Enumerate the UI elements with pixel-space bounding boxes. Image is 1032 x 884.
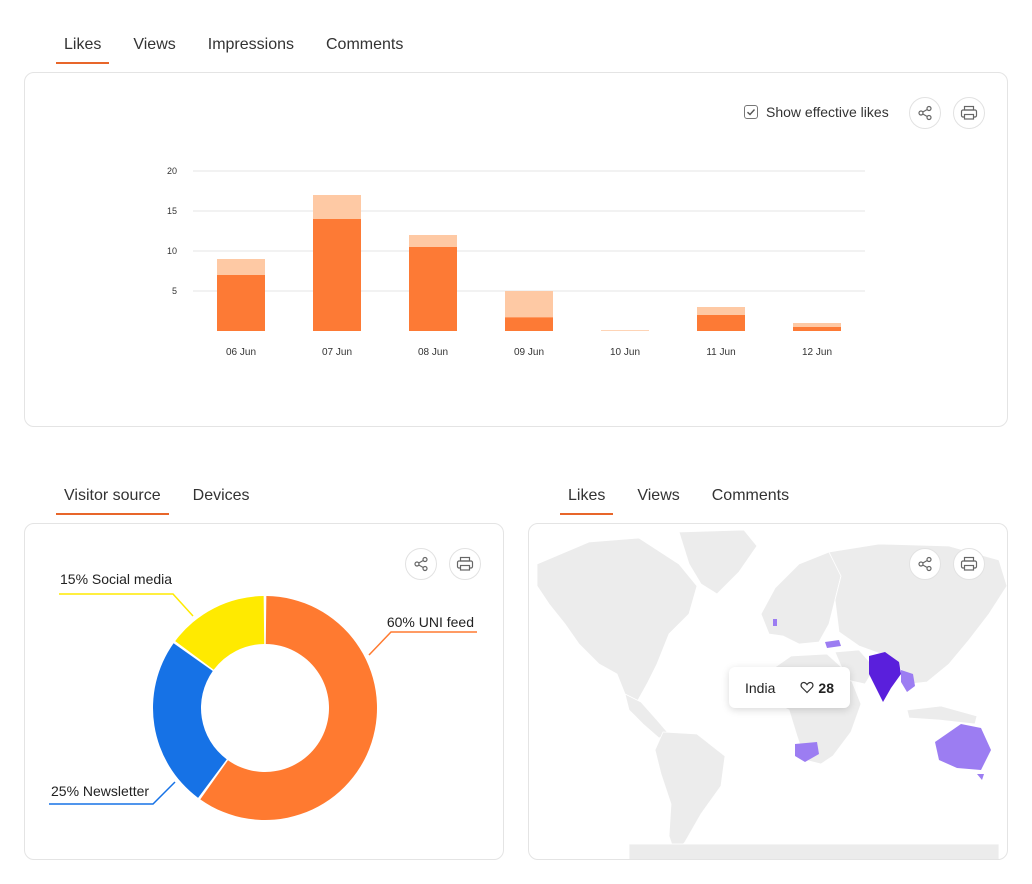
donut-slice-newsletter[interactable] bbox=[153, 643, 227, 798]
share-icon bbox=[414, 556, 428, 572]
y-tick-label: 15 bbox=[167, 206, 177, 216]
x-tick-label: 10 Jun bbox=[610, 347, 640, 358]
tab-map-likes[interactable]: Likes bbox=[560, 479, 614, 515]
map-south-africa[interactable] bbox=[795, 742, 819, 762]
donut-slice-social-media[interactable] bbox=[175, 596, 265, 670]
x-tick-label: 06 Jun bbox=[226, 347, 256, 358]
bar-effective[interactable] bbox=[313, 219, 361, 331]
likes-bar-chart: 5 10 15 20 06 Jun 07 Jun 08 Jun 09 Jun 10 Jun 11 … bbox=[167, 166, 865, 358]
x-tick-label: 12 Jun bbox=[802, 347, 832, 358]
visitor-tabs: Visitor source Devices bbox=[56, 479, 258, 515]
metric-tabs: Likes Views Impressions Comments bbox=[56, 28, 411, 64]
tooltip-country: India bbox=[745, 679, 776, 696]
likes-chart-card: Show effective likes 5 10 15 20 06 Jun 07 Jun… bbox=[24, 72, 1008, 427]
bar-effective[interactable] bbox=[505, 317, 553, 331]
share-button[interactable] bbox=[909, 97, 941, 129]
map-portugal[interactable] bbox=[773, 619, 777, 626]
map-australia[interactable] bbox=[935, 724, 991, 770]
map-south-america bbox=[654, 731, 726, 855]
donut-label-social: 15% Social media bbox=[60, 571, 172, 587]
tab-views[interactable]: Views bbox=[133, 36, 176, 53]
x-tick-label: 07 Jun bbox=[322, 347, 352, 358]
tab-map-views[interactable]: Views bbox=[637, 487, 680, 504]
bar-effective[interactable] bbox=[697, 315, 745, 331]
map-india[interactable] bbox=[869, 652, 901, 702]
y-tick-label: 10 bbox=[167, 246, 177, 256]
map-turkey[interactable] bbox=[825, 640, 841, 648]
share-icon bbox=[918, 556, 932, 572]
bar-effective[interactable] bbox=[409, 247, 457, 331]
share-icon bbox=[918, 105, 932, 121]
tooltip-likes-count: 28 bbox=[818, 679, 834, 696]
map-tasmania[interactable] bbox=[977, 774, 984, 780]
share-button[interactable] bbox=[909, 548, 941, 580]
map-north-america bbox=[536, 537, 698, 703]
print-icon bbox=[960, 556, 978, 571]
print-button[interactable] bbox=[449, 548, 481, 580]
bar-effective[interactable] bbox=[217, 275, 265, 331]
visitor-source-donut: 60% UNI feed 25% Newsletter 15% Social m… bbox=[49, 571, 477, 820]
tab-impressions[interactable]: Impressions bbox=[207, 36, 294, 53]
y-tick-label: 20 bbox=[167, 166, 177, 176]
show-effective-likes-label: Show effective likes bbox=[766, 104, 889, 120]
donut-slice-uni-feed[interactable] bbox=[200, 596, 377, 820]
map-central-america bbox=[624, 693, 670, 739]
tab-map-comments[interactable]: Comments bbox=[711, 487, 790, 504]
tooltip-value: 28 bbox=[800, 680, 834, 696]
print-button[interactable] bbox=[953, 548, 985, 580]
donut-label-newsletter: 25% Newsletter bbox=[51, 783, 149, 799]
checkbox[interactable] bbox=[744, 105, 758, 119]
leader-line-uni-feed bbox=[368, 631, 477, 656]
share-button[interactable] bbox=[405, 548, 437, 580]
tab-devices[interactable]: Devices bbox=[192, 487, 250, 504]
tab-likes[interactable]: Likes bbox=[56, 28, 110, 64]
bar-effective[interactable] bbox=[793, 327, 841, 331]
y-tick-label: 5 bbox=[172, 286, 177, 296]
visitor-source-card: 60% UNI feed 25% Newsletter 15% Social m… bbox=[24, 523, 504, 860]
map-greenland bbox=[678, 529, 758, 595]
print-icon bbox=[960, 105, 978, 120]
print-button[interactable] bbox=[953, 97, 985, 129]
map-tabs: Likes Views Comments bbox=[560, 479, 797, 515]
show-effective-likes-toggle[interactable]: Show effective likes bbox=[744, 104, 889, 120]
tab-visitor-source[interactable]: Visitor source bbox=[56, 479, 169, 515]
map-southeast-asia[interactable] bbox=[901, 670, 915, 692]
donut-label-uni-feed: 60% UNI feed bbox=[387, 614, 474, 630]
map-antarctica bbox=[628, 843, 1000, 859]
map-europe bbox=[760, 551, 842, 645]
map-tooltip: India 28 bbox=[729, 667, 850, 708]
heart-icon bbox=[800, 681, 814, 694]
x-tick-label: 11 Jun bbox=[706, 347, 735, 358]
bar-total[interactable] bbox=[601, 330, 649, 331]
leader-line-newsletter bbox=[49, 781, 176, 805]
print-icon bbox=[456, 556, 474, 571]
x-tick-label: 09 Jun bbox=[514, 347, 544, 358]
x-tick-label: 08 Jun bbox=[418, 347, 448, 358]
tab-comments[interactable]: Comments bbox=[326, 36, 404, 53]
check-icon bbox=[747, 109, 756, 116]
leader-line-social bbox=[59, 593, 194, 617]
map-indonesia bbox=[906, 705, 978, 725]
